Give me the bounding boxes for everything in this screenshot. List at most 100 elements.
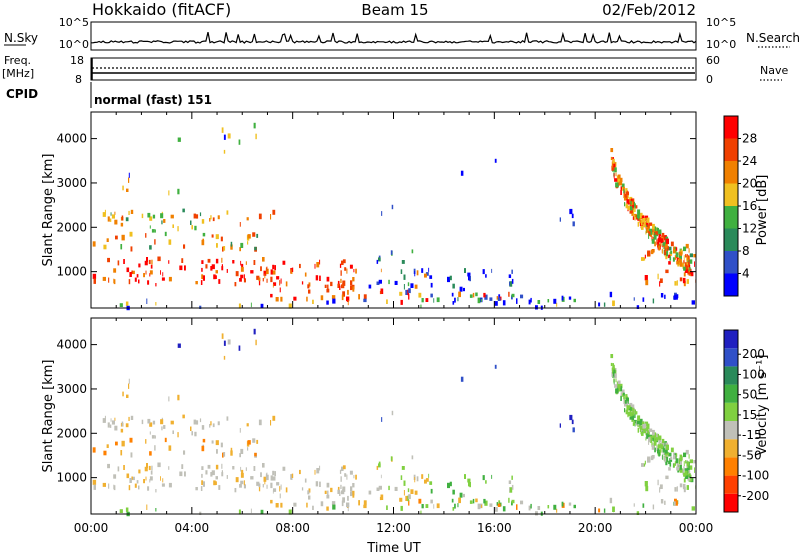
velocity-cell-669: [614, 373, 617, 379]
power-cell-247: [390, 250, 393, 255]
power-cell-108: [256, 233, 259, 238]
velocity-cell-330: [660, 499, 664, 504]
velocity-cell-197: [276, 482, 280, 486]
velocity-colorbar-bin-8: [724, 348, 738, 367]
velocity-cell-97: [92, 447, 96, 453]
power-cell-633: [654, 241, 656, 247]
power-cell-181: [337, 283, 341, 288]
velocity-cell-611: [637, 427, 639, 433]
xtick-label-0: 00:00: [74, 521, 109, 535]
velocity-cell-632: [654, 432, 657, 438]
velocity-cell-280: [482, 475, 485, 481]
power-cell-92: [222, 246, 224, 252]
power-cell-575: [669, 256, 672, 261]
velocity-colorbar-tick-0: 200: [742, 347, 765, 361]
velocity-cell-2: [239, 484, 242, 488]
power-colorbar-tick-5: 24: [742, 154, 757, 168]
velocity-cell-65: [149, 479, 151, 483]
velocity-cell-63: [93, 484, 96, 490]
power-colorbar-bin-0: [724, 273, 738, 296]
velocity-cell-628: [658, 451, 661, 457]
power-cell-330: [660, 293, 664, 298]
power-cell-403: [177, 137, 181, 142]
power-ytick-label-0: 1000: [56, 265, 87, 279]
velocity-cell-165: [319, 481, 321, 487]
power-cell-117: [151, 229, 155, 233]
velocity-cell-61: [108, 483, 110, 489]
power-cell-592: [665, 238, 669, 245]
velocity-cell-55: [215, 476, 218, 480]
velocity-cell-246: [388, 485, 390, 491]
velocity-cell-0: [213, 480, 216, 486]
velocity-cell-84: [103, 450, 107, 456]
power-cell-177: [314, 263, 316, 269]
velocity-cell-606: [652, 433, 656, 438]
power-cell-261: [403, 284, 405, 290]
power-cell-402: [669, 252, 673, 256]
velocity-cell-36: [273, 488, 277, 492]
power-cell-327: [494, 301, 498, 306]
power-cell-269: [491, 268, 493, 273]
velocity-cell-649: [627, 411, 630, 417]
power-cell-382: [682, 277, 686, 284]
power-cell-171: [350, 280, 353, 286]
velocity-panel: 1000 2000 3000 4000 00:00 04:00 08:00 12:00 16:…: [41, 317, 714, 554]
velocity-cell-34: [201, 480, 204, 485]
xtick-label-6: 00:00: [679, 521, 714, 535]
power-cell-294: [449, 275, 452, 281]
power-cell-647: [646, 227, 649, 233]
velocity-cell-299: [458, 497, 461, 504]
power-cell-56: [113, 278, 115, 283]
power-cell-553: [622, 187, 624, 191]
velocity-cell-306: [436, 503, 440, 509]
power-colorbar: Power [dB] 4 8 12 16 20 24 28: [723, 115, 770, 297]
velocity-cell-597: [629, 412, 633, 417]
velocity-cell-47: [210, 472, 213, 477]
power-cell-582: [631, 208, 633, 214]
velocity-cell-552: [656, 445, 658, 451]
power-cell-41: [128, 279, 131, 285]
velocity-cell-567: [632, 415, 635, 421]
power-cell-63: [93, 278, 96, 284]
velocity-cell-267: [452, 489, 455, 495]
velocity-colorbar-label: Velocity [m s⁻¹]: [755, 355, 770, 456]
velocity-cell-174: [299, 469, 301, 475]
power-cell-682: [683, 266, 686, 271]
power-cell-227: [358, 294, 360, 300]
velocity-cell-249: [407, 488, 410, 493]
power-ytick-label-1: 2000: [56, 220, 87, 234]
power-cell-61: [108, 277, 110, 283]
velocity-cell-276: [454, 503, 456, 509]
power-cell-270: [508, 274, 512, 278]
power-cell-578: [623, 193, 625, 199]
power-cell-154: [210, 215, 212, 220]
velocity-cell-242: [400, 475, 403, 480]
power-cell-661: [629, 210, 632, 214]
power-cell-252: [394, 280, 398, 285]
velocity-cell-302: [475, 498, 478, 503]
power-cell-216: [342, 280, 346, 286]
velocity-cell-198: [339, 491, 341, 496]
velocity-cell-141: [182, 414, 185, 419]
power-cell-381: [645, 279, 649, 286]
velocity-cell-67: [102, 482, 106, 487]
velocity-cell-64: [131, 476, 133, 480]
power-cell-414: [128, 172, 130, 178]
power-cell-343: [421, 298, 424, 303]
velocity-cell-331: [568, 502, 572, 506]
velocity-cell-235: [418, 498, 422, 504]
velocity-cell-642: [637, 415, 641, 421]
power-cell-183: [339, 263, 342, 268]
velocity-cell-3: [253, 466, 256, 471]
velocity-cell-149: [258, 419, 262, 426]
velocity-cell-564: [643, 427, 646, 433]
power-cell-409: [223, 134, 226, 140]
power-cell-670: [646, 217, 650, 223]
power-cell-614: [623, 186, 625, 191]
velocity-cell-200: [320, 501, 324, 507]
power-cell-292: [468, 275, 470, 281]
velocity-cell-314: [633, 503, 635, 507]
power-ytick-label-3: 4000: [56, 132, 87, 146]
power-cell-295: [451, 292, 454, 297]
power-cell-321: [502, 300, 506, 306]
